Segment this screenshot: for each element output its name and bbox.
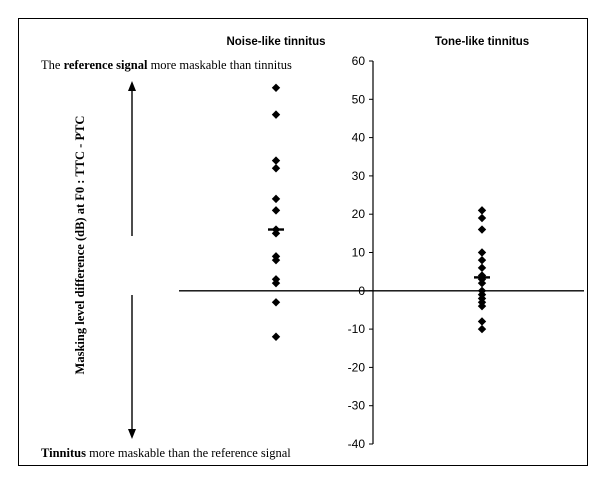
y-axis-label: Masking level difference (dB) at F0 : TT… [73, 116, 87, 375]
bottom-annotation-suffix: more maskable than the reference signal [86, 446, 291, 460]
arrow-down-head [128, 429, 136, 439]
data-point [477, 301, 487, 311]
arrow-up-head [128, 81, 136, 91]
data-point [271, 229, 281, 238]
annotations: The reference signal more maskable than … [41, 58, 292, 460]
data-point [477, 278, 487, 288]
data-points [271, 83, 487, 341]
data-point [477, 213, 487, 223]
y-tick-label: -40 [348, 437, 366, 451]
y-tick-label: -20 [348, 360, 366, 374]
top-annotation-prefix: The [41, 58, 64, 72]
y-axis [179, 61, 584, 444]
top-annotation: The reference signal more maskable than … [41, 58, 292, 72]
data-point [477, 255, 487, 265]
data-point [271, 164, 281, 173]
data-point [477, 225, 487, 234]
y-tick-label: 10 [352, 246, 366, 260]
group-titles: Noise-like tinnitus Tone-like tinnitus [226, 36, 529, 48]
data-point [477, 324, 487, 334]
y-tick-label: 0 [358, 284, 365, 298]
data-point [271, 206, 281, 215]
data-point [271, 156, 281, 165]
data-point [271, 298, 281, 307]
data-point [271, 194, 281, 204]
group-title: Noise-like tinnitus [226, 36, 325, 48]
mean-markers [268, 228, 490, 279]
y-tick-label: -10 [348, 322, 366, 336]
data-point [477, 317, 487, 326]
bottom-annotation: Tinnitus more maskable than the referenc… [41, 446, 291, 460]
group-title: Tone-like tinnitus [435, 36, 529, 48]
tinnitus-mld-chart: 60 50 40 30 20 10 0 -10 -20 -30 -40 Noise-like tin… [41, 36, 584, 460]
y-tick-label: 60 [352, 54, 366, 68]
data-point [271, 83, 281, 93]
data-point [271, 255, 281, 265]
data-point [477, 263, 487, 273]
y-tick-label: 20 [352, 207, 366, 221]
y-tick-label: 40 [352, 131, 366, 145]
y-tick-label: 30 [352, 169, 366, 183]
data-point [271, 278, 281, 288]
y-axis-ticks: 60 50 40 30 20 10 0 -10 -20 -30 -40 [348, 54, 373, 451]
chart-frame: 60 50 40 30 20 10 0 -10 -20 -30 -40 Noise-like tin… [18, 18, 588, 466]
top-annotation-suffix: more maskable than tinnitus [147, 58, 292, 72]
bottom-annotation-bold: Tinnitus [41, 446, 86, 460]
data-point [477, 248, 487, 257]
y-tick-label: 50 [352, 92, 366, 106]
data-point [477, 206, 487, 215]
data-point [271, 110, 281, 119]
data-point [271, 332, 281, 341]
y-tick-label: -30 [348, 399, 366, 413]
top-annotation-bold: reference signal [64, 58, 148, 72]
